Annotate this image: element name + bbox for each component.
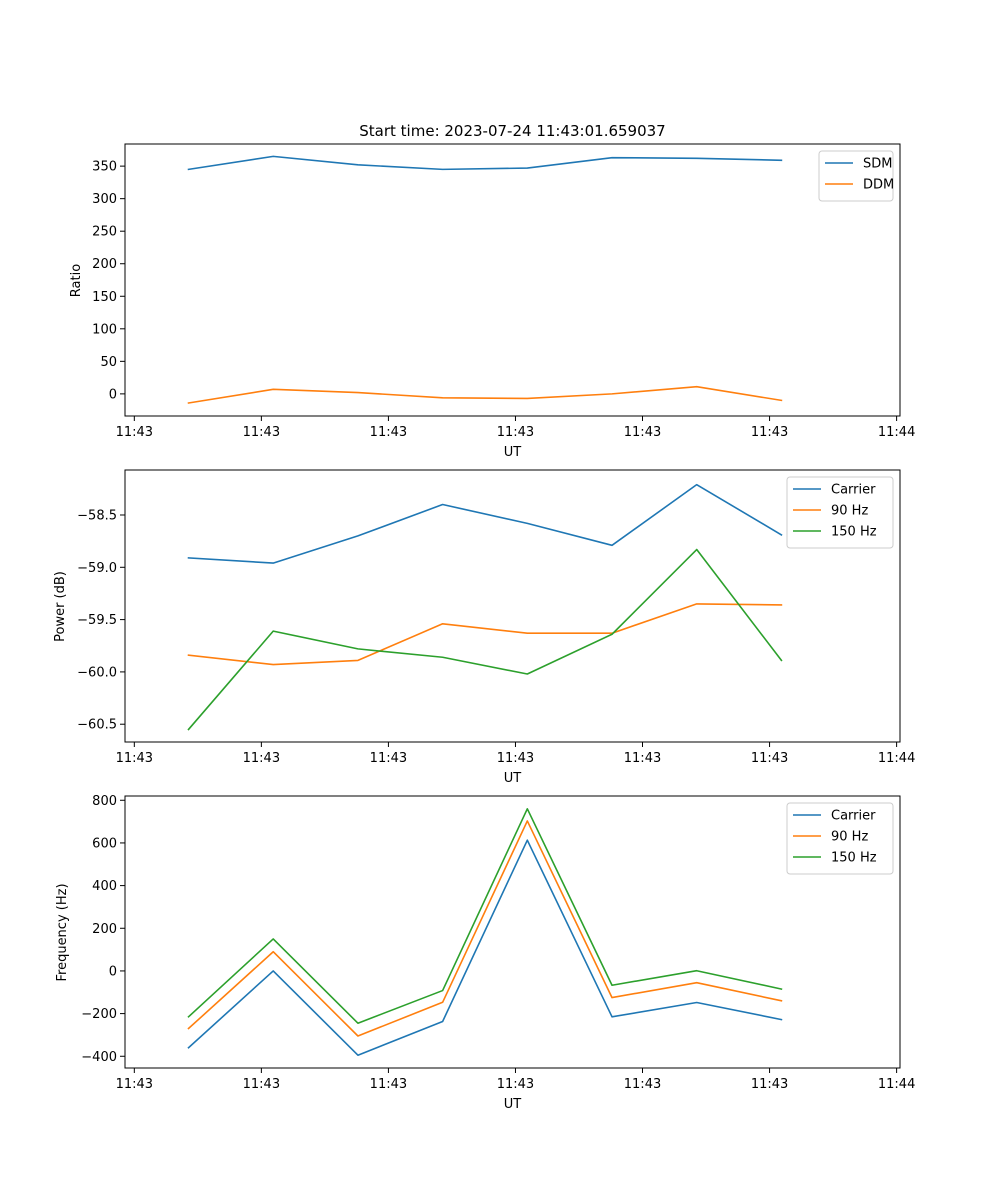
y-tick-label: 100	[92, 322, 117, 337]
y-axis-label: Power (dB)	[53, 571, 68, 642]
legend-label: 150 Hz	[831, 851, 877, 866]
y-tick-label: −200	[81, 1007, 117, 1022]
legend-label: 90 Hz	[831, 504, 868, 519]
y-tick-label: −400	[81, 1050, 117, 1065]
x-tick-label: 11:43	[116, 751, 153, 766]
legend-label: 90 Hz	[831, 830, 868, 845]
legend-label: 150 Hz	[831, 525, 877, 540]
x-tick-label: 11:43	[751, 425, 788, 440]
x-tick-label: 11:43	[497, 1077, 534, 1092]
x-axis-label: UT	[504, 771, 522, 786]
x-tick-label: 11:43	[624, 425, 661, 440]
y-tick-label: 350	[92, 160, 117, 175]
y-tick-label: −58.5	[77, 508, 117, 523]
series-line-90-hz	[187, 820, 783, 1037]
power-chart-panel: UT Power (dB) 11:43 11:43 11:43 11:43 11:43 1…	[53, 469, 915, 786]
y-tick-label: 800	[92, 794, 117, 809]
legend-label: SDM	[863, 157, 892, 172]
x-tick-label: 11:43	[243, 1077, 280, 1092]
x-axis-label: UT	[504, 445, 522, 460]
x-tick-label: 11:44	[878, 751, 915, 766]
x-tick-label: 11:43	[370, 425, 407, 440]
y-tick-label: 0	[109, 387, 117, 402]
legend-label: Carrier	[831, 809, 876, 824]
x-axis-label: UT	[504, 1097, 522, 1112]
series-line-carrier	[187, 839, 783, 1056]
ratio-chart-panel: UT Ratio 11:43 11:43 11:43 11:43 11:43 11:43 1…	[69, 143, 915, 460]
series-line-ddm	[187, 385, 783, 404]
plot-area-frame	[124, 795, 901, 1069]
x-tick-label: 11:43	[243, 425, 280, 440]
legend-label: Carrier	[831, 483, 876, 498]
y-tick-label: −59.0	[77, 561, 117, 576]
x-tick-label: 11:43	[243, 751, 280, 766]
x-tick-label: 11:43	[624, 1077, 661, 1092]
chart-title: Start time: 2023-07-24 11:43:01.659037	[359, 122, 665, 140]
series-line-carrier	[187, 483, 783, 564]
x-tick-label: 11:43	[624, 751, 661, 766]
x-tick-label: 11:43	[116, 1077, 153, 1092]
y-tick-label: 600	[92, 836, 117, 851]
y-tick-label: 400	[92, 879, 117, 894]
y-tick-label: −59.5	[77, 613, 117, 628]
y-tick-label: 300	[92, 192, 117, 207]
x-tick-label: 11:43	[497, 751, 534, 766]
y-tick-label: 150	[92, 290, 117, 305]
series-line-150-hz	[187, 548, 783, 731]
x-tick-label: 11:43	[497, 425, 534, 440]
x-tick-label: 11:43	[751, 751, 788, 766]
legend-label: DDM	[863, 178, 894, 193]
x-tick-label: 11:43	[116, 425, 153, 440]
x-tick-label: 11:43	[370, 1077, 407, 1092]
series-line-150-hz	[187, 807, 783, 1025]
y-axis-label: Frequency (Hz)	[55, 883, 70, 981]
y-tick-label: −60.0	[77, 665, 117, 680]
plot-area-frame	[124, 143, 901, 417]
frequency-chart-panel: UT Frequency (Hz) 11:43 11:43 11:43 11:43 11…	[55, 794, 915, 1112]
y-tick-label: −60.5	[77, 718, 117, 733]
y-tick-label: 0	[109, 964, 117, 979]
y-tick-label: 200	[92, 922, 117, 937]
x-tick-label: 11:44	[878, 1077, 915, 1092]
y-tick-label: 50	[100, 355, 117, 370]
x-tick-label: 11:44	[878, 425, 915, 440]
y-tick-label: 200	[92, 257, 117, 272]
plot-area-frame	[124, 469, 901, 743]
y-axis-label: Ratio	[69, 264, 84, 297]
y-tick-label: 250	[92, 225, 117, 240]
series-line-90-hz	[187, 603, 783, 666]
x-tick-label: 11:43	[751, 1077, 788, 1092]
x-tick-label: 11:43	[370, 751, 407, 766]
series-line-sdm	[187, 155, 783, 171]
